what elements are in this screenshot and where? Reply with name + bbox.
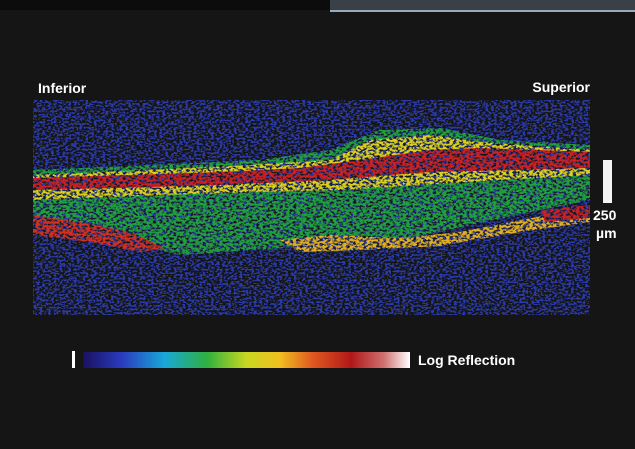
oct-figure: Inferior Superior 250 µm Log Reflection bbox=[0, 0, 635, 449]
scale-bar bbox=[603, 160, 612, 203]
superior-label: Superior bbox=[532, 79, 590, 95]
page: Inferior Superior 250 µm Log Reflection … bbox=[0, 0, 635, 449]
oct-scan bbox=[33, 100, 590, 315]
scale-bar-value: 250 bbox=[593, 207, 617, 223]
top-strip-edge bbox=[330, 10, 635, 12]
inferior-label: Inferior bbox=[38, 80, 87, 96]
scale-bar-unit: µm bbox=[596, 225, 617, 241]
colorbar-label: Log Reflection bbox=[418, 352, 515, 368]
top-strip bbox=[0, 0, 330, 10]
colorbar-tick bbox=[72, 351, 75, 368]
colorbar bbox=[83, 352, 410, 368]
